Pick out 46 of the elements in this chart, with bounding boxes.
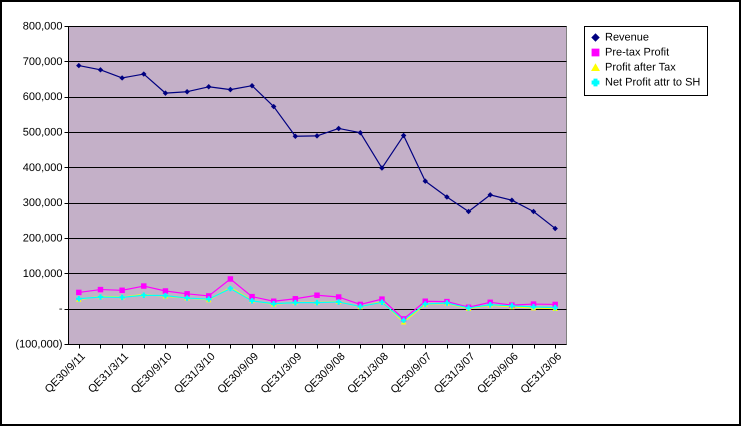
point <box>184 291 190 297</box>
point <box>292 134 298 139</box>
point <box>358 130 364 136</box>
point <box>76 290 82 296</box>
point <box>487 192 493 198</box>
y-tick-label: 400,000 <box>22 162 62 174</box>
y-tick-label: 100,000 <box>22 268 62 280</box>
point <box>466 208 472 214</box>
y-tick-label: 200,000 <box>22 232 62 244</box>
point <box>162 90 168 96</box>
y-tick-label: (100,000) <box>15 338 62 350</box>
point <box>184 88 190 94</box>
point <box>98 286 104 292</box>
point <box>552 226 558 232</box>
y-tick-label: 600,000 <box>22 91 62 104</box>
point <box>400 132 406 138</box>
point <box>249 82 255 88</box>
point <box>206 84 212 90</box>
point <box>119 288 125 294</box>
y-tick-label: 700,000 <box>22 56 62 68</box>
y-tick-label: 800,000 <box>22 20 62 32</box>
point <box>228 276 234 282</box>
legend-label: Net Profit attr to SH <box>605 76 700 88</box>
point <box>422 178 428 184</box>
point <box>249 294 255 300</box>
point <box>314 133 320 139</box>
y-tick-label: 500,000 <box>22 126 62 138</box>
point <box>314 292 320 298</box>
point <box>379 165 385 171</box>
y-tick-label: 300,000 <box>22 197 62 210</box>
legend-label: Revenue <box>605 32 650 44</box>
point <box>141 71 147 77</box>
point <box>76 62 82 68</box>
point <box>530 208 536 214</box>
point <box>119 75 125 81</box>
point <box>98 67 104 73</box>
point <box>228 86 234 92</box>
y-tick-label: - <box>58 303 63 316</box>
point <box>509 197 515 203</box>
point <box>270 104 276 110</box>
point <box>444 194 450 200</box>
legend-label: Pre-tax Profit <box>605 46 670 58</box>
legend-label: Profit after Tax <box>605 62 676 74</box>
point <box>292 296 298 302</box>
point <box>336 126 342 132</box>
point <box>141 283 147 289</box>
